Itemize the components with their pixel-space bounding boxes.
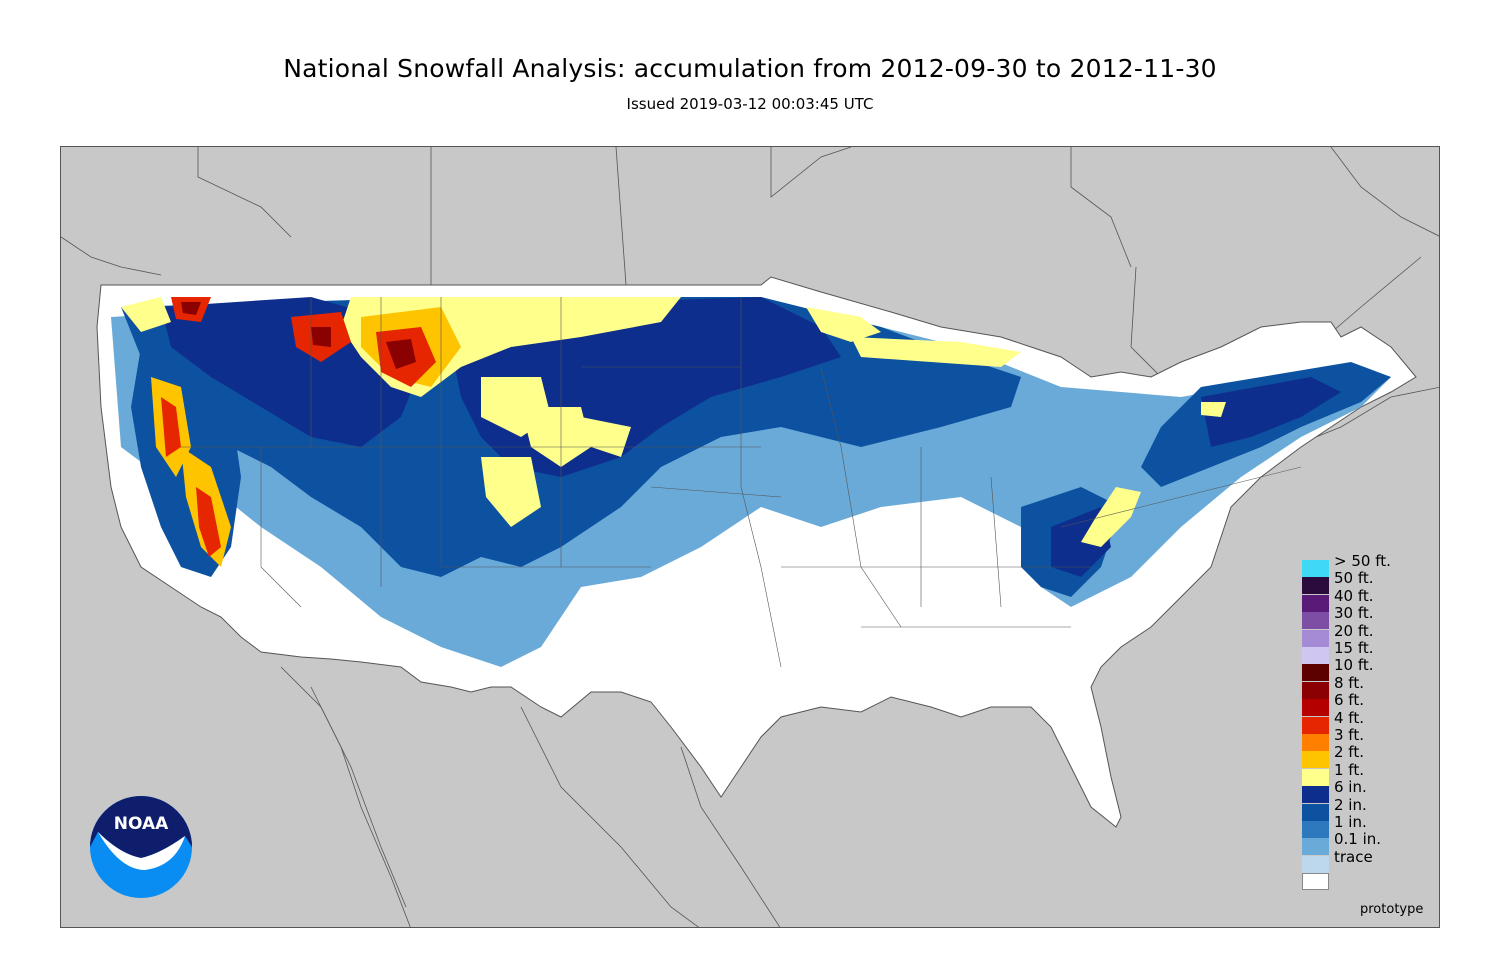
noaa-logo-sky [90, 796, 192, 858]
legend-label: 0.1 in. [1334, 830, 1382, 849]
legend-swatch [1302, 612, 1329, 630]
legend-item: 10 ft. [1302, 656, 1442, 682]
legend-label: 2 ft. [1334, 743, 1364, 762]
snow-8ft [181, 302, 416, 369]
legend-label: 3 ft. [1334, 726, 1364, 744]
legend-item: 4 ft. [1302, 709, 1442, 734]
legend-item: trace [1302, 848, 1442, 873]
legend-label: 6 in. [1334, 778, 1367, 797]
map-title: National Snowfall Analysis: accumulation… [283, 54, 1217, 83]
legend-label: 15 ft. [1334, 639, 1374, 657]
legend-label: 4 ft. [1334, 708, 1364, 727]
noaa-logo-text: NOAA [114, 814, 169, 834]
legend-label: 8 ft. [1334, 673, 1364, 692]
legend-label: 1 ft. [1334, 760, 1364, 779]
legend-item: 40 ft. [1302, 587, 1442, 612]
legend-item: 15 ft. [1302, 639, 1442, 664]
legend-swatch [1302, 873, 1329, 891]
legend-item: 20 ft. [1302, 622, 1442, 647]
legend-label: 50 ft. [1334, 569, 1374, 588]
legend-item: 50 ft. [1302, 569, 1442, 595]
legend-item: 30 ft. [1302, 604, 1442, 630]
legend-swatch [1302, 560, 1329, 577]
legend-swatch [1302, 647, 1329, 664]
legend-item: 2 in. [1302, 796, 1442, 821]
legend-swatch [1302, 716, 1329, 734]
legend-label: 30 ft. [1334, 604, 1374, 623]
legend-swatch [1302, 838, 1329, 856]
legend-swatch [1302, 594, 1329, 612]
legend-item: 6 in. [1302, 778, 1442, 804]
legend-label: 2 in. [1334, 795, 1367, 814]
snowfall-map[interactable] [60, 146, 1440, 928]
legend-swatch [1302, 681, 1329, 699]
legend-label: 6 ft. [1334, 691, 1364, 710]
legend-item: > 50 ft. [1302, 552, 1442, 577]
noaa-logo-bird-icon [98, 832, 185, 870]
legend-item: 8 ft. [1302, 674, 1442, 699]
noaa-logo[interactable]: NOAA [90, 796, 192, 898]
prototype-label: prototype [1360, 902, 1424, 917]
legend-swatch [1302, 855, 1329, 873]
legend-label: trace [1334, 847, 1373, 866]
legend-label: 40 ft. [1334, 586, 1374, 605]
legend-item [1302, 873, 1442, 891]
legend-item: 6 ft. [1302, 691, 1442, 717]
legend-label: 20 ft. [1334, 621, 1374, 640]
legend-swatch [1302, 664, 1329, 682]
legend-item: 0.1 in. [1302, 830, 1442, 856]
legend-swatch [1302, 699, 1329, 717]
legend-swatch [1302, 629, 1329, 647]
legend-item: 3 ft. [1302, 726, 1442, 751]
legend-label: > 50 ft. [1334, 552, 1391, 570]
legend-swatch [1302, 751, 1329, 769]
legend-label: 1 in. [1334, 813, 1367, 831]
legend-swatch [1302, 786, 1329, 804]
legend-swatch [1302, 821, 1329, 838]
legend-swatch [1302, 803, 1329, 821]
legend-swatch [1302, 577, 1329, 595]
legend-item: 2 ft. [1302, 743, 1442, 769]
issued-timestamp: Issued 2019-03-12 00:03:45 UTC [626, 95, 874, 113]
legend-label: 10 ft. [1334, 656, 1374, 675]
legend-swatch [1302, 734, 1329, 751]
legend-item: 1 ft. [1302, 761, 1442, 786]
state-borders [181, 297, 1302, 668]
legend-item: 1 in. [1302, 813, 1442, 838]
map-canvas [61, 147, 1439, 927]
legend-swatch [1302, 768, 1329, 786]
